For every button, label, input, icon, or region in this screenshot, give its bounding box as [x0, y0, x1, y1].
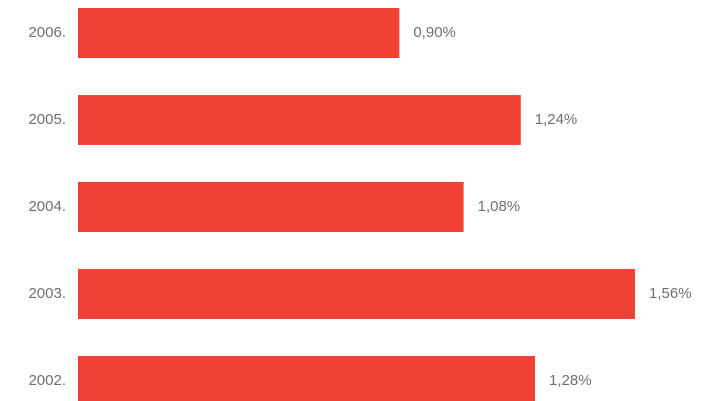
- value-label-4: 1,28%: [549, 372, 592, 389]
- bar-0: [78, 8, 400, 58]
- bars-group: [78, 8, 635, 401]
- category-label-2: 2004.: [28, 198, 66, 215]
- bar-1: [78, 95, 521, 145]
- bar-3: [78, 269, 635, 319]
- labels-group: 2006. 0,90% 2005. 1,24% 2004. 1,08% 2003. 1,56%…: [28, 24, 691, 389]
- bar-4: [78, 356, 536, 401]
- value-label-3: 1,56%: [649, 285, 692, 302]
- category-label-4: 2002.: [28, 372, 66, 389]
- value-label-0: 0,90%: [413, 24, 456, 41]
- value-label-1: 1,24%: [535, 111, 578, 128]
- bar-2: [78, 182, 464, 232]
- category-label-0: 2006.: [28, 24, 66, 41]
- value-label-2: 1,08%: [478, 198, 521, 215]
- category-label-3: 2003.: [28, 285, 66, 302]
- category-label-1: 2005.: [28, 111, 66, 128]
